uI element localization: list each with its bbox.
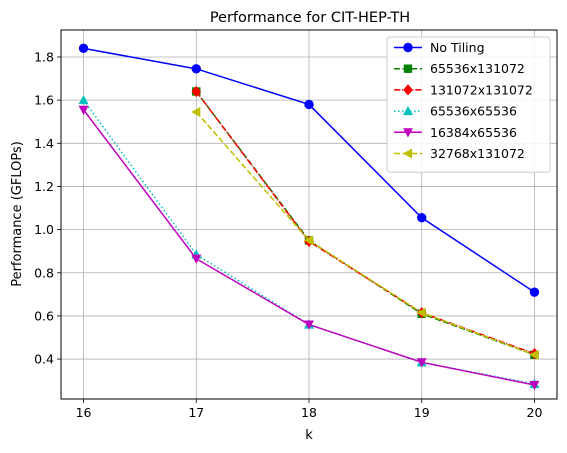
legend-marker [403, 84, 413, 96]
data-point [78, 94, 89, 105]
data-point [304, 320, 314, 330]
y-tick-label: 1.0 [34, 222, 54, 237]
series-16384x65536 [78, 105, 540, 391]
legend-marker [403, 128, 413, 138]
data-point [416, 307, 426, 318]
data-point [304, 99, 314, 110]
x-tick-label: 19 [414, 405, 430, 420]
series-layer [78, 43, 540, 391]
legend-entry: 65536x65536 [394, 104, 517, 119]
legend-label: 32768x131072 [430, 146, 525, 161]
data-point [303, 235, 314, 246]
legend-entry: 16384x65536 [394, 125, 517, 140]
data-point [191, 107, 201, 117]
series-line [195, 111, 535, 356]
legend-label: 16384x65536 [430, 125, 517, 140]
legend-entry: 32768x131072 [394, 146, 525, 161]
x-tick-label: 16 [76, 405, 92, 420]
x-axis-label: k [305, 428, 313, 443]
legend: No Tiling 65536x131072 131072x131072 65536x… [386, 36, 551, 173]
y-axis: 0.4 0.6 0.8 1.0 1.2 1.4 1.6 1.8 [34, 49, 61, 367]
legend-marker [402, 148, 413, 159]
legend-label: 65536x65536 [430, 104, 517, 119]
series-32768x131072 [191, 107, 539, 360]
legend-entry: 65536x131072 [394, 61, 525, 76]
legend-box [386, 36, 551, 173]
data-point [529, 349, 539, 360]
x-tick-label: 18 [301, 405, 317, 420]
y-tick-label: 1.2 [34, 179, 54, 194]
y-tick-label: 1.4 [34, 136, 54, 151]
legend-label: No Tiling [430, 40, 485, 55]
legend-entry: 131072x131072 [394, 82, 533, 97]
y-tick-label: 1.8 [34, 49, 54, 64]
data-point [191, 254, 202, 264]
data-point [191, 85, 202, 98]
y-tick-label: 0.6 [34, 308, 54, 323]
y-tick-label: 0.8 [34, 265, 54, 280]
series-No Tiling [78, 43, 540, 297]
data-point [78, 105, 89, 115]
legend-label: 131072x131072 [430, 82, 533, 97]
data-point [529, 380, 540, 391]
legend-marker [403, 105, 413, 116]
y-axis-label: Performance (GFLOPs) [10, 141, 25, 287]
x-axis: 16 17 18 19 20 [76, 399, 543, 420]
legend-label: 65536x131072 [430, 61, 525, 76]
legend-marker [403, 42, 413, 53]
data-point [191, 64, 201, 74]
data-point [78, 43, 89, 54]
x-tick-label: 20 [527, 405, 543, 420]
y-tick-label: 0.4 [34, 352, 54, 367]
legend-marker [403, 64, 413, 73]
x-tick-label: 17 [188, 405, 204, 420]
data-point [417, 213, 427, 223]
data-point [529, 287, 540, 297]
data-point [416, 358, 427, 368]
chart-title: Performance for CIT-HEP-TH [210, 10, 410, 26]
legend-entry: No Tiling [394, 40, 485, 55]
y-tick-label: 1.6 [34, 93, 54, 108]
